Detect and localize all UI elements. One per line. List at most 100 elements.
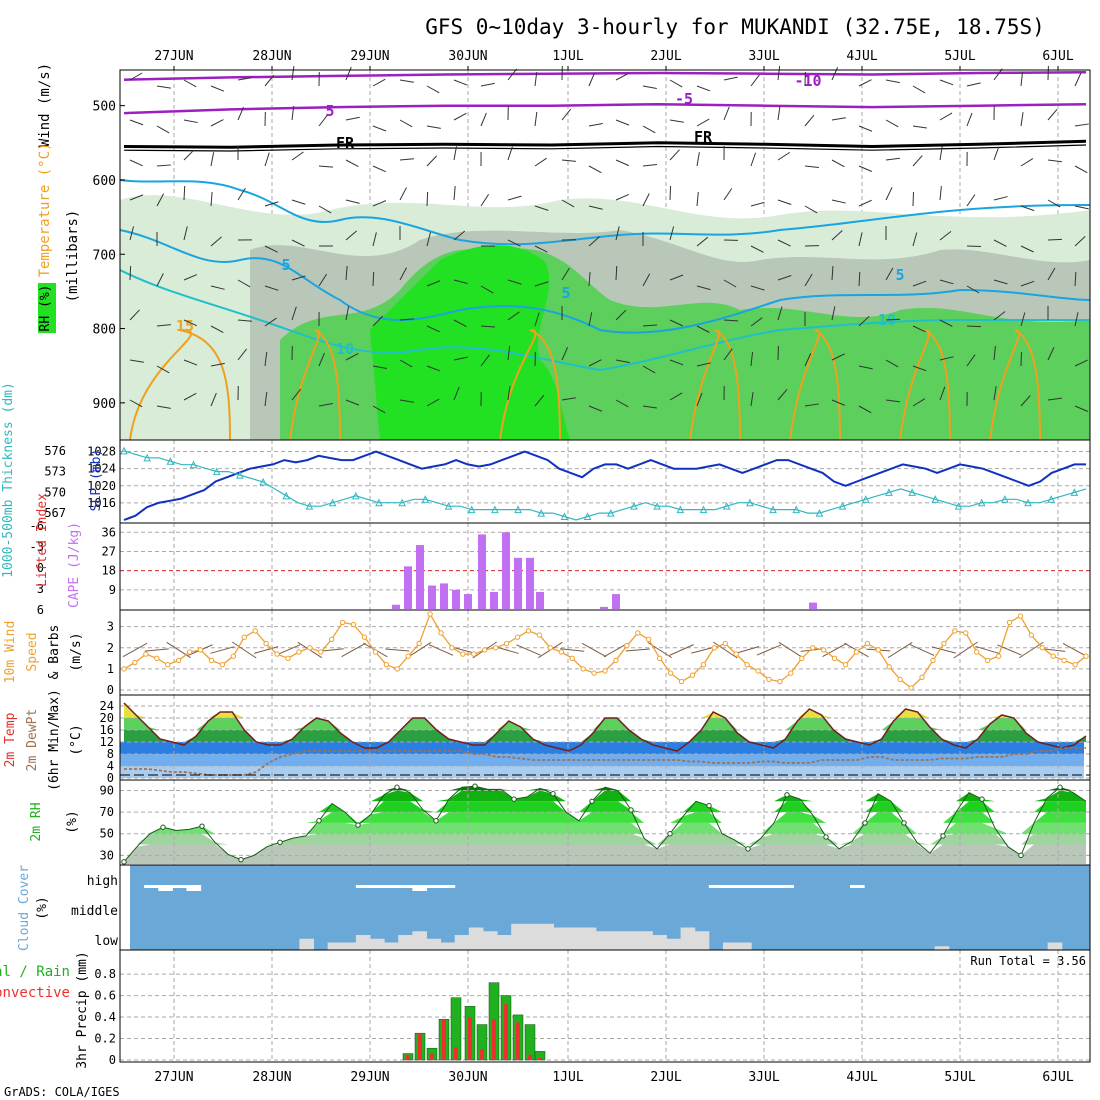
upper-wind-barb (1074, 123, 1089, 127)
upper-wind-barb (372, 365, 387, 369)
wind-speed-point (405, 653, 411, 659)
upper-wind-barb (615, 226, 620, 241)
upper-wind-barb (183, 149, 195, 161)
upper-wind-barb (345, 116, 360, 121)
cloud-tick-label: high (87, 874, 118, 889)
upper-wind-barb (885, 187, 893, 201)
upper-wind-barb (426, 155, 438, 167)
thickness-tick-label: 567 (44, 506, 66, 520)
wind-axis-label-b: Speed (25, 632, 40, 671)
upper-wind-barb (831, 117, 846, 121)
cape-bar (526, 557, 534, 609)
upper-wind-barb (750, 74, 760, 87)
upper-wind-barb (696, 362, 711, 367)
upper-wind-barb (588, 312, 593, 327)
upper-wind-barb (642, 365, 656, 374)
high-cloud-block (412, 885, 427, 891)
wind-speed-point (285, 655, 291, 662)
thickness-marker (769, 505, 777, 514)
upper-wind-barb (588, 165, 602, 174)
precip-conv-bar (504, 1004, 508, 1060)
upper-wind-barb (858, 79, 872, 87)
bottom-date-label: 1JUL (552, 1070, 583, 1085)
thickness-marker (212, 467, 221, 476)
slp-tick-label: 1016 (87, 496, 116, 510)
temp-axis-label-b: 2m DewPt (25, 709, 40, 772)
upper-wind-barb (858, 315, 870, 327)
thickness-marker (143, 453, 151, 462)
upper-wind-barb (345, 230, 357, 241)
wind-speed-point (1050, 653, 1056, 659)
low-cloud-block (384, 942, 399, 950)
upper-wind-barb (939, 279, 954, 285)
upper-wind-barb (318, 165, 333, 168)
contour-label-4: FR (694, 128, 713, 146)
upper-wind-barb (129, 399, 143, 408)
wind-speed-point (230, 653, 237, 659)
wind-speed-point (514, 634, 521, 640)
upper-wind-barb (129, 226, 135, 241)
wind-speed-point (700, 661, 707, 668)
pressure-tick-label: 500 (93, 100, 116, 115)
millibars-axis-label: (millibars) (65, 210, 81, 303)
top-date-label: 2JUL (650, 49, 681, 64)
low-cloud-block (624, 931, 639, 950)
rh-point (823, 834, 829, 840)
upper-wind-barb (156, 85, 171, 89)
upper-wind-barb (129, 119, 144, 126)
upper-wind-barb (264, 201, 279, 207)
precip-tick-label: 0.8 (94, 967, 116, 981)
wind-speed-point (460, 651, 466, 657)
bottom-date-label: 4JUL (846, 1070, 877, 1085)
thickness-marker (699, 505, 708, 514)
upper-wind-barb (669, 185, 672, 201)
upper-wind-barb (831, 66, 839, 81)
thickness-marker (444, 502, 453, 510)
upper-wind-barb (426, 280, 441, 287)
isotherm-15-orange-4 (789, 329, 841, 441)
upper-wind-barb (210, 192, 213, 207)
upper-wind-barb (696, 118, 710, 127)
wind-speed-line (123, 612, 1087, 689)
rh-point (979, 796, 985, 802)
low-cloud-block (638, 931, 653, 950)
top-date-label: 30JUN (448, 49, 487, 64)
precip-conv-bar (492, 1019, 496, 1060)
upper-wind-barb (966, 112, 973, 127)
upper-wind-barb (156, 125, 170, 134)
wind-speed-point (372, 649, 379, 655)
upper-wind-barb (345, 159, 359, 168)
thickness-tick-label: 573 (44, 465, 66, 479)
temp-tick-label: 12 (100, 735, 114, 749)
precip-frame (119, 949, 1091, 1063)
upper-wind-barb (372, 405, 386, 414)
isotherm-15-orange-2 (499, 329, 561, 441)
contour-label-1: 5 (325, 102, 334, 120)
wind-speed-point (580, 666, 586, 672)
wind-speed-point (241, 634, 247, 640)
contour-label-7: 5 (895, 266, 904, 284)
wind-barb (516, 644, 541, 656)
upper-wind-barb (534, 394, 545, 407)
wind-speed-point (361, 634, 368, 640)
upper-wind-barb (453, 356, 468, 361)
wind-frame (119, 609, 1091, 696)
upper-wind-barb (129, 359, 144, 363)
thickness-marker (282, 491, 291, 500)
wind-speed-point (503, 640, 510, 647)
upper-wind-barb (183, 79, 197, 88)
rh-point (121, 859, 127, 865)
contour-label-2: -5 (675, 90, 693, 108)
wind-speed-point (667, 670, 674, 676)
upper-wind-barb (129, 194, 144, 201)
upper-wind-barb (939, 230, 952, 241)
high-cloud-block (172, 885, 187, 888)
wind-speed-point (525, 628, 532, 634)
upper-wind-barb (588, 205, 603, 210)
wind-speed-point (307, 645, 313, 651)
upper-wind-barb (183, 319, 198, 327)
pressure-tick-label: 900 (93, 397, 116, 412)
wind-speed-point (591, 670, 597, 676)
